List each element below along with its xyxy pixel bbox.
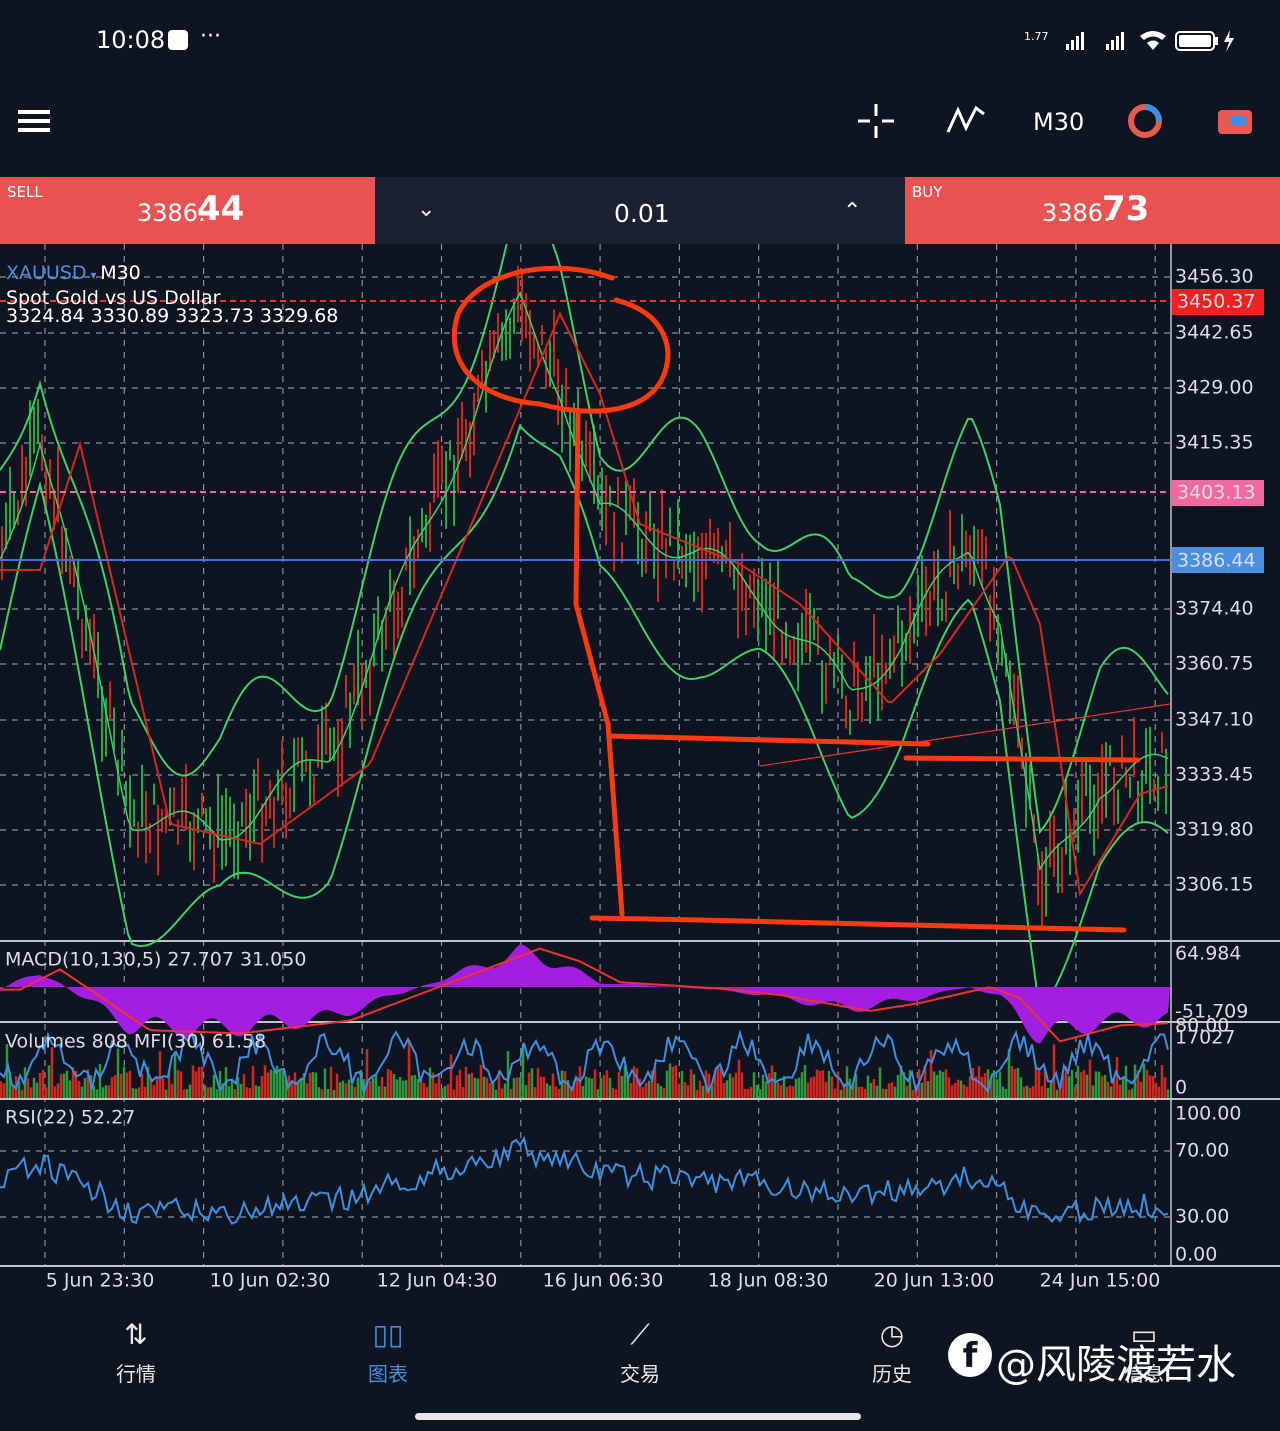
- price-tick-label: 3306.15: [1175, 874, 1254, 896]
- panel-tick-label: 17027: [1175, 1027, 1235, 1049]
- price-tick-label: 3429.00: [1175, 377, 1254, 399]
- panel-tick-label: 0.00: [1175, 1244, 1217, 1266]
- crosshair-button[interactable]: [858, 104, 894, 138]
- sell-price: 3386.: [137, 199, 206, 227]
- sell-label: SELL: [7, 183, 43, 201]
- status-net: 1.77: [1024, 30, 1049, 43]
- price-tick-label: 3333.45: [1175, 764, 1254, 786]
- time-tick-label: 10 Jun 02:30: [210, 1270, 331, 1292]
- price-tick-label: 3374.40: [1175, 598, 1254, 620]
- volume-value[interactable]: 0.01: [614, 199, 670, 228]
- panel-tick-label: 64.984: [1175, 943, 1241, 965]
- sell-price-big: 44: [197, 189, 245, 229]
- nav-label: 交易: [620, 1362, 660, 1386]
- nav-label: 行情: [116, 1362, 156, 1386]
- period: M30: [100, 262, 141, 284]
- price-tick-label: 3415.35: [1175, 432, 1254, 454]
- nav-item[interactable]: ⟋ 交易: [580, 1318, 700, 1387]
- status-icon: [168, 30, 188, 50]
- nav-icon: ▭: [1130, 1318, 1158, 1351]
- indicator-button[interactable]: [946, 105, 985, 133]
- chart-area: 3456.30 3442.65 3429.00 3415.35 3374.40 3360.…: [0, 244, 1280, 1292]
- nav-item[interactable]: ⇅ 行情: [76, 1318, 196, 1387]
- price-marker: 3403.13: [1177, 482, 1256, 504]
- home-indicator: [415, 1413, 861, 1420]
- chart-header: XAUUSD ▾ M30: [6, 262, 141, 284]
- time-tick-label: 18 Jun 08:30: [708, 1270, 829, 1292]
- nav-icon: ⟋: [630, 1318, 650, 1351]
- nav-icon: ⇅: [124, 1318, 148, 1351]
- symbol[interactable]: XAUUSD: [6, 262, 87, 284]
- volume-down[interactable]: ⌄: [417, 197, 436, 222]
- nav-icon: ▯▯: [372, 1318, 404, 1351]
- watermark-logo: f: [948, 1333, 992, 1377]
- nav-label: 历史: [872, 1362, 912, 1386]
- price-tick-label: 3360.75: [1175, 653, 1254, 675]
- nav-item[interactable]: ▯▯ 图表: [328, 1318, 448, 1387]
- macd-area: [0, 944, 1170, 1044]
- status-icons: [1066, 30, 1234, 52]
- moving-average: [0, 311, 1169, 897]
- nav-item[interactable]: ▭ 信息: [1084, 1318, 1204, 1387]
- panel-tick-label: 70.00: [1175, 1140, 1229, 1162]
- buy-price-big: 73: [1102, 189, 1150, 229]
- volume-bar: ⌄ 0.01 ⌃: [375, 177, 905, 244]
- bottom-nav: ⇅ 行情 ▯▯ 图表 ⟋ 交易 ◷ 历史 ▭ 信息: [0, 1318, 1280, 1398]
- panel-tick-label: -51.709: [1175, 1001, 1248, 1023]
- band-upper: [0, 244, 1169, 835]
- time-tick-label: 12 Jun 04:30: [377, 1270, 498, 1292]
- hand-annotation: [451, 265, 1141, 933]
- symbol-description: Spot Gold vs US Dollar: [6, 287, 221, 309]
- price-marker: 3386.44: [1177, 550, 1256, 572]
- price-tick-label: 3442.65: [1175, 322, 1254, 344]
- sell-button[interactable]: SELL 3386. 44: [0, 177, 375, 244]
- price-marker: 3450.37: [1177, 291, 1256, 313]
- band-mid: [0, 291, 1169, 872]
- toolbar: [18, 104, 1252, 138]
- panel-tick-label: 0: [1175, 1077, 1187, 1099]
- panel-tick-label: 100.00: [1175, 1103, 1241, 1125]
- time-tick-label: 24 Jun 15:00: [1040, 1270, 1161, 1292]
- watermark: @风陵渡若水: [996, 1342, 1236, 1388]
- ohlc: 3324.84 3330.89 3323.73 3329.68: [6, 305, 339, 327]
- price-tick-label: 3347.10: [1175, 709, 1254, 731]
- status-time: 10:08: [96, 26, 166, 54]
- menu-button[interactable]: [18, 110, 50, 132]
- nav-item[interactable]: ◷ 历史: [832, 1318, 952, 1387]
- panel-tick-label: 30.00: [1175, 1206, 1229, 1228]
- mfi-line: [0, 1029, 1169, 1096]
- status-dots: ···: [200, 24, 221, 49]
- rsi-line: [0, 1135, 1169, 1225]
- buy-price: 3386.: [1042, 199, 1111, 227]
- buy-button[interactable]: BUY 3386. 73: [905, 177, 1280, 244]
- macd-signal: [0, 947, 1169, 1043]
- panel-label: Volumes 808 MFI(30) 61.58: [5, 1031, 266, 1053]
- panel-label: RSI(22) 52.27: [5, 1107, 135, 1129]
- nav-label: 图表: [368, 1362, 408, 1386]
- price-tick-label: 3456.30: [1175, 266, 1254, 288]
- price-tick-label: 3319.80: [1175, 819, 1254, 841]
- time-tick-label: 16 Jun 06:30: [543, 1270, 664, 1292]
- timeframe-button[interactable]: M30: [1033, 108, 1085, 136]
- nav-icon: ◷: [879, 1318, 905, 1351]
- band-lower: [0, 423, 1169, 1016]
- time-tick-label: 5 Jun 23:30: [46, 1270, 155, 1292]
- buy-label: BUY: [912, 183, 943, 201]
- panel-tick-label: 80.00: [1175, 1015, 1229, 1037]
- panel-label: MACD(10,130,5) 27.707 31.050: [5, 949, 306, 971]
- volume-up[interactable]: ⌃: [843, 199, 862, 224]
- nav-label: 信息: [1124, 1362, 1164, 1386]
- time-tick-label: 20 Jun 13:00: [874, 1270, 995, 1292]
